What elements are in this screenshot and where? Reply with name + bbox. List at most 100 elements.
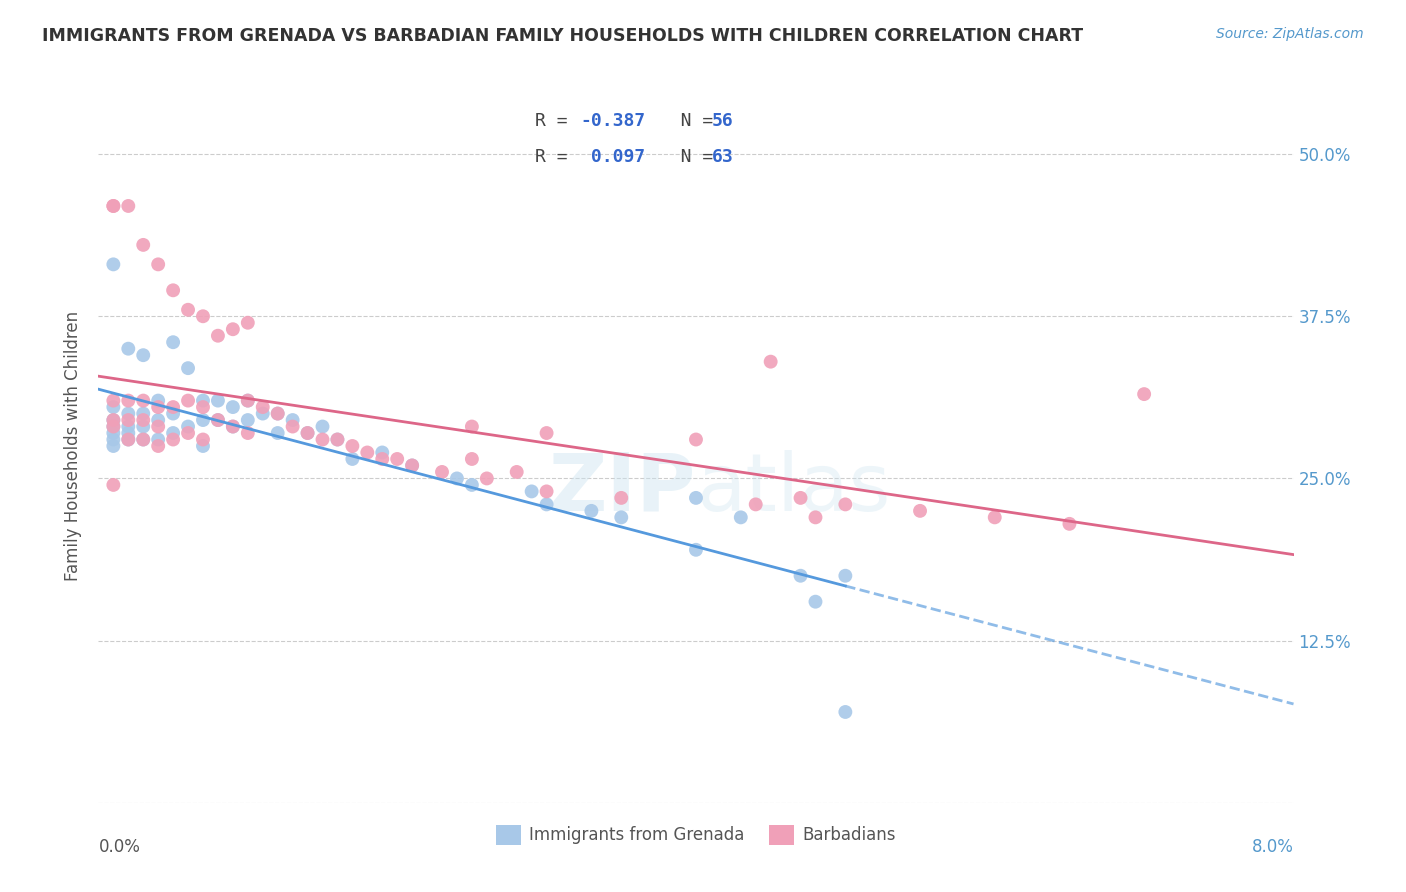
Point <box>103 257 125 271</box>
Point <box>191 400 214 414</box>
Point <box>117 413 139 427</box>
Point <box>191 310 214 324</box>
Point <box>148 419 170 434</box>
Point <box>191 433 214 447</box>
Point <box>984 510 1007 524</box>
Point <box>162 425 184 440</box>
Point <box>520 484 543 499</box>
Point <box>132 407 155 421</box>
Text: R =: R = <box>534 148 578 166</box>
Point <box>401 458 423 473</box>
Text: -0.387: -0.387 <box>581 112 645 130</box>
Point <box>236 425 259 440</box>
Point <box>207 413 229 427</box>
Point <box>177 302 200 317</box>
Point <box>117 433 139 447</box>
Point <box>148 400 170 414</box>
Point <box>236 393 259 408</box>
Point <box>236 393 259 408</box>
Point <box>385 452 409 467</box>
Text: 8.0%: 8.0% <box>1251 838 1294 856</box>
Point <box>311 433 333 447</box>
Point <box>103 439 125 453</box>
Point <box>342 452 364 467</box>
Point <box>236 316 259 330</box>
Point <box>132 393 155 408</box>
Point <box>804 510 827 524</box>
Point <box>177 393 200 408</box>
Point <box>132 419 155 434</box>
Point <box>103 393 125 408</box>
Point <box>536 484 558 499</box>
Point <box>834 568 856 582</box>
Point <box>162 433 184 447</box>
Text: atlas: atlas <box>696 450 890 528</box>
Point <box>236 413 259 427</box>
Point <box>132 413 155 427</box>
Point <box>162 335 184 350</box>
Point <box>162 283 184 297</box>
Point <box>148 257 170 271</box>
Point <box>356 445 378 459</box>
Point <box>267 407 290 421</box>
Point <box>148 393 170 408</box>
Point <box>132 433 155 447</box>
Point <box>222 419 245 434</box>
Point <box>610 491 633 505</box>
Point <box>475 471 498 485</box>
Point <box>222 419 245 434</box>
Point <box>461 452 484 467</box>
Point <box>148 433 170 447</box>
Text: 56: 56 <box>711 112 734 130</box>
Point <box>461 478 484 492</box>
Point <box>117 393 139 408</box>
Point <box>804 595 827 609</box>
Point <box>326 433 349 447</box>
Point <box>117 199 139 213</box>
Point <box>252 407 274 421</box>
Point <box>148 413 170 427</box>
Point <box>759 354 782 368</box>
Point <box>1133 387 1156 401</box>
Point <box>297 425 319 440</box>
Point <box>536 497 558 511</box>
Text: R =: R = <box>534 112 578 130</box>
Point <box>103 199 125 213</box>
Legend: Immigrants from Grenada, Barbadians: Immigrants from Grenada, Barbadians <box>489 818 903 852</box>
Point <box>177 419 200 434</box>
Point <box>371 445 394 459</box>
Point <box>401 458 423 473</box>
Point <box>222 400 245 414</box>
Point <box>267 407 290 421</box>
Point <box>117 425 139 440</box>
Text: Source: ZipAtlas.com: Source: ZipAtlas.com <box>1216 27 1364 41</box>
Point <box>685 433 707 447</box>
Point <box>117 433 139 447</box>
Point <box>191 413 214 427</box>
Point <box>745 497 768 511</box>
Text: IMMIGRANTS FROM GRENADA VS BARBADIAN FAMILY HOUSEHOLDS WITH CHILDREN CORRELATION: IMMIGRANTS FROM GRENADA VS BARBADIAN FAM… <box>42 27 1083 45</box>
Point <box>610 510 633 524</box>
Point <box>908 504 931 518</box>
Point <box>297 425 319 440</box>
Point <box>117 419 139 434</box>
Point <box>103 400 125 414</box>
Point <box>461 419 484 434</box>
Point <box>177 425 200 440</box>
Point <box>267 425 290 440</box>
Point <box>342 439 364 453</box>
Point <box>506 465 529 479</box>
Text: 0.0%: 0.0% <box>98 838 141 856</box>
Point <box>103 419 125 434</box>
Point <box>103 413 125 427</box>
Point <box>162 407 184 421</box>
Point <box>191 439 214 453</box>
Point <box>207 413 229 427</box>
Point <box>789 491 811 505</box>
Point <box>207 393 229 408</box>
Point <box>191 393 214 408</box>
Point <box>177 361 200 376</box>
Point <box>103 478 125 492</box>
Point <box>685 491 707 505</box>
Point <box>148 439 170 453</box>
